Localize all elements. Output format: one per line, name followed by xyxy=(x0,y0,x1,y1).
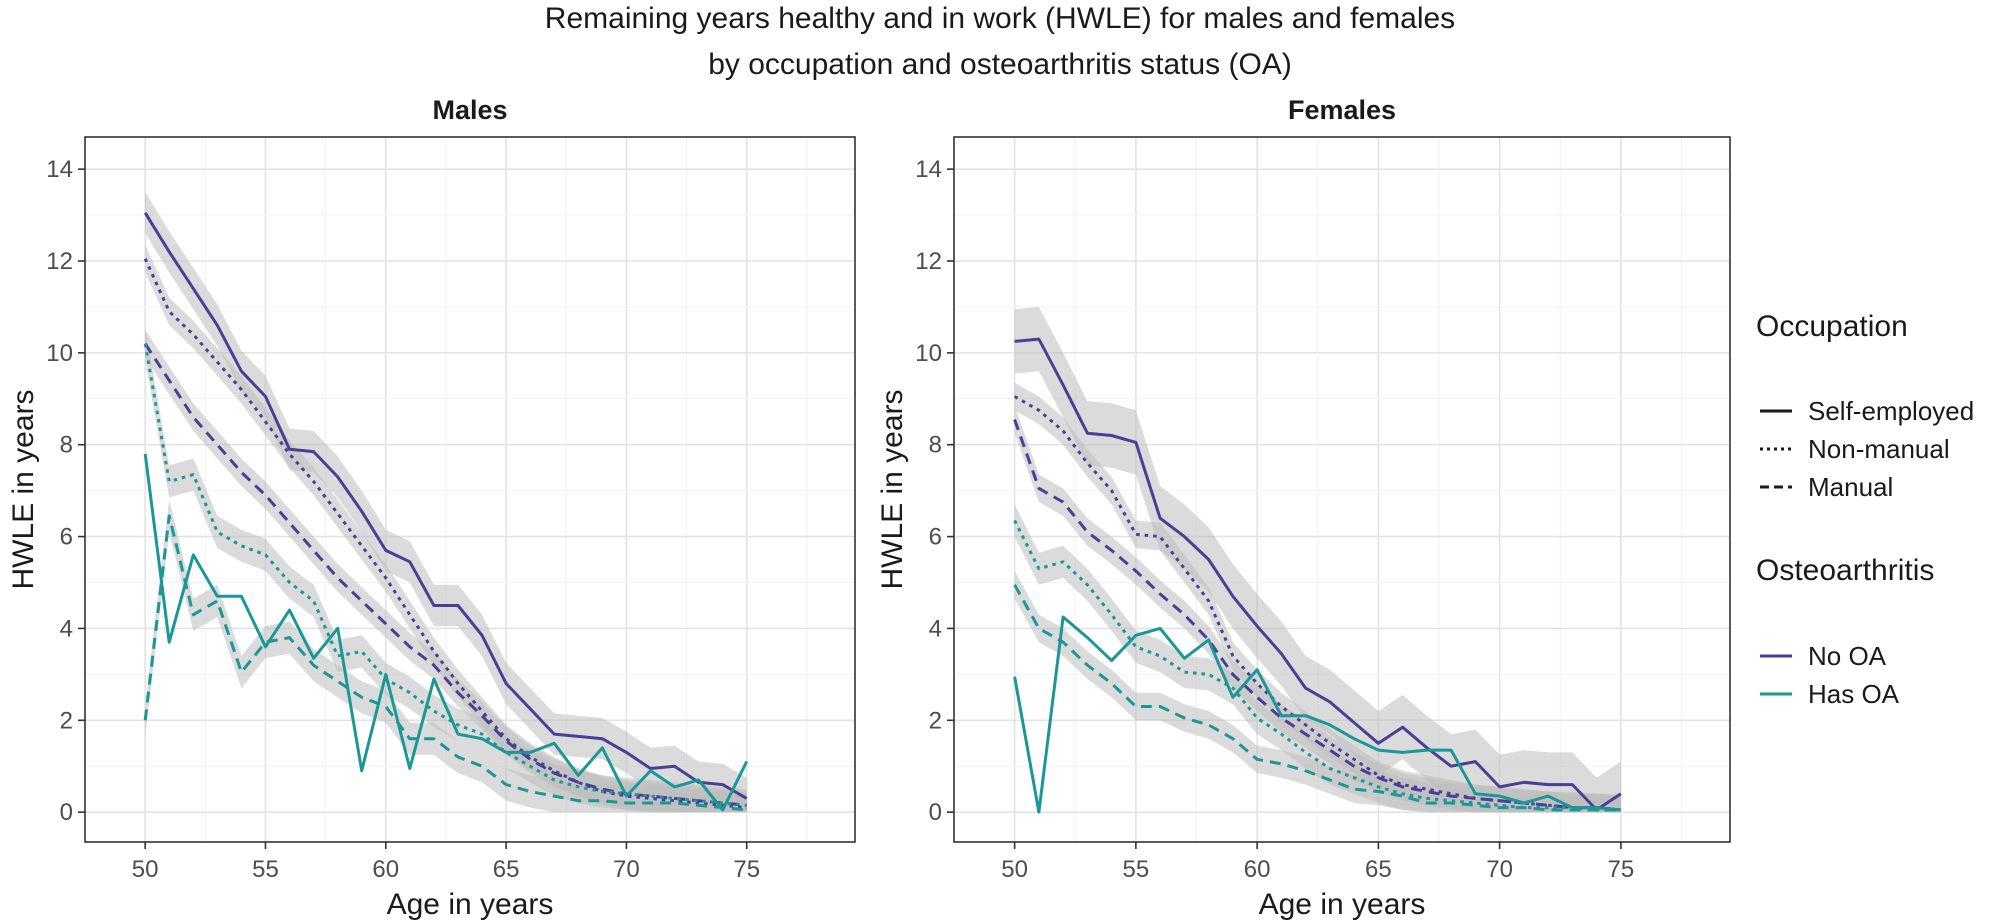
line-non-manual-no-oa xyxy=(143,258,747,810)
x-axis-label: Age in years xyxy=(1259,888,1426,921)
y-tick-label: 14 xyxy=(46,156,73,183)
line-non-manual-no-oa xyxy=(1013,395,1622,812)
band-manual-no-oa xyxy=(1014,405,1621,813)
panel-border xyxy=(953,136,1731,843)
x-tick-label: 70 xyxy=(613,856,640,883)
y-tick-label: 8 xyxy=(929,432,942,459)
x-tick-label: 75 xyxy=(733,856,760,883)
legend-label-has-oa: Has OA xyxy=(1808,679,1900,709)
x-tick-label: 55 xyxy=(252,856,279,883)
x-tick-label: 60 xyxy=(372,856,399,883)
panel-females: Females 50 55 60 65 70 75 0 2 4 6 8 10 12 14 Age in yea… xyxy=(876,95,1731,921)
x-tick-label: 70 xyxy=(1486,856,1513,883)
band-non-manual-has-oa xyxy=(1014,504,1621,813)
panel-border xyxy=(84,136,856,843)
facet-title-females: Females xyxy=(1288,95,1396,125)
band-manual-has-oa xyxy=(1014,571,1621,813)
band-non-manual-no-oa xyxy=(1014,382,1621,813)
panel-males: Males 50 55 60 65 70 75 0 2 4 6 8 10 12 14 Age in years… xyxy=(7,95,856,921)
x-tick-label: 50 xyxy=(132,856,159,883)
line-self-employed-no-oa xyxy=(1014,337,1622,812)
y-tick-label: 0 xyxy=(60,799,73,826)
y-axis-label: HWLE in years xyxy=(876,389,909,589)
legend-title-occupation: Occupation xyxy=(1756,310,1908,343)
y-tick-label: 4 xyxy=(60,615,73,642)
y-tick-label: 10 xyxy=(46,340,73,367)
chart-title-line-2: by occupation and osteoarthritis status … xyxy=(708,48,1292,81)
y-tick-label: 14 xyxy=(915,156,942,183)
line-manual-has-oa xyxy=(143,514,747,812)
line-self-employed-has-oa xyxy=(1013,615,1622,814)
series-lines xyxy=(143,212,749,812)
y-tick-label: 10 xyxy=(915,340,942,367)
legend-label-non-manual: Non-manual xyxy=(1808,434,1950,464)
confidence-bands xyxy=(1014,306,1621,813)
legend-label-self-employed: Self-employed xyxy=(1808,396,1974,426)
legend-label-no-oa: No OA xyxy=(1808,641,1887,671)
facet-title-males: Males xyxy=(432,95,507,125)
y-tick-label: 2 xyxy=(60,707,73,734)
line-non-manual-has-oa xyxy=(143,343,747,807)
y-tick-label: 4 xyxy=(929,615,942,642)
gridlines xyxy=(84,137,855,842)
chart-title-line-1: Remaining years healthy and in work (HWL… xyxy=(545,2,1455,35)
x-tick-label: 55 xyxy=(1123,856,1150,883)
y-tick-label: 8 xyxy=(60,432,73,459)
legend: Occupation Self-employed Non-manual Manual O… xyxy=(1756,310,1974,709)
y-tick-label: 6 xyxy=(929,524,942,551)
x-tick-label: 65 xyxy=(1365,856,1392,883)
legend-title-osteoarthritis: Osteoarthritis xyxy=(1756,554,1934,587)
x-tick-label: 50 xyxy=(1001,856,1028,883)
x-tick-label: 75 xyxy=(1608,856,1635,883)
y-axis-label: HWLE in years xyxy=(7,389,40,589)
y-tick-label: 2 xyxy=(929,707,942,734)
x-axis-label: Age in years xyxy=(387,888,554,921)
band-self-employed-no-oa xyxy=(1014,306,1621,813)
y-tick-label: 12 xyxy=(915,248,942,275)
line-self-employed-has-oa xyxy=(143,453,749,812)
y-tick-label: 6 xyxy=(60,524,73,551)
legend-label-manual: Manual xyxy=(1808,472,1893,502)
band-non-manual-has-oa xyxy=(145,327,747,813)
x-tick-label: 65 xyxy=(493,856,520,883)
x-tick-label: 60 xyxy=(1244,856,1271,883)
line-self-employed-no-oa xyxy=(143,212,748,800)
series-lines xyxy=(1013,337,1622,814)
y-tick-label: 0 xyxy=(929,799,942,826)
y-tick-label: 12 xyxy=(46,248,73,275)
line-manual-has-oa xyxy=(1013,584,1621,812)
